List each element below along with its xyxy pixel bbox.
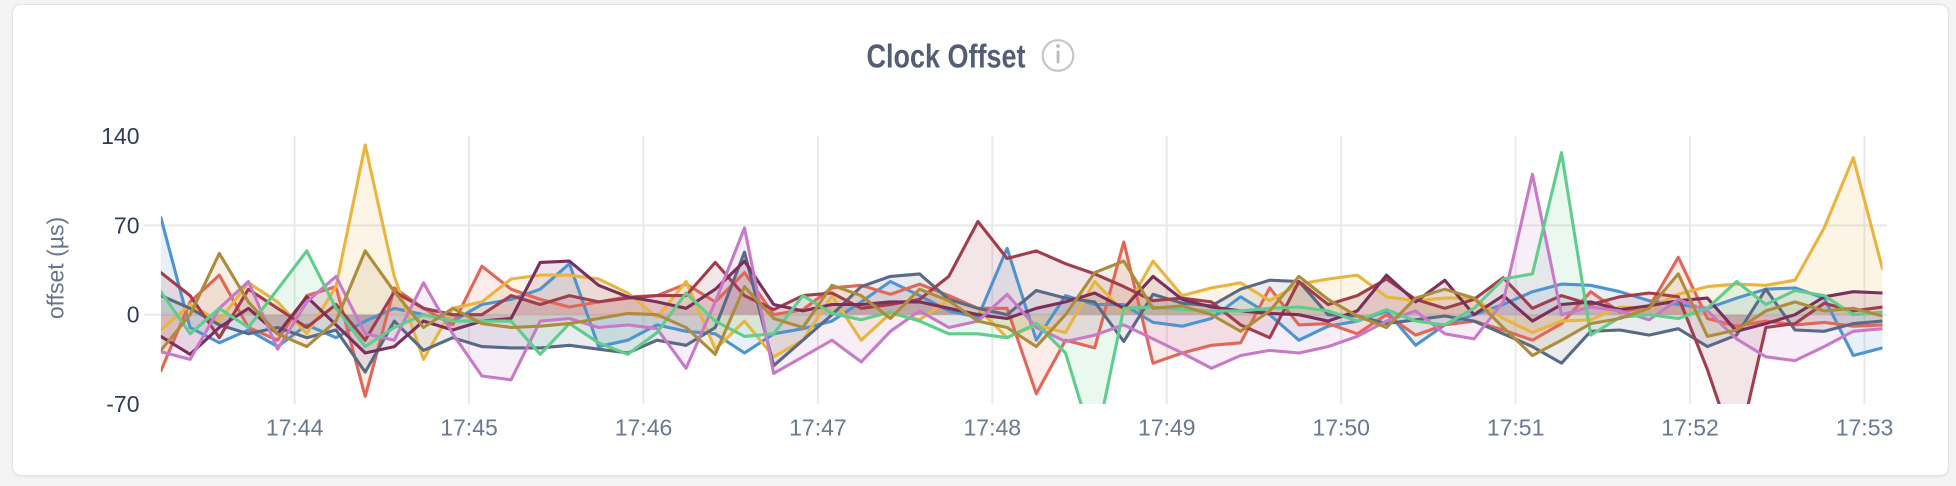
svg-text:140: 140: [101, 123, 139, 149]
svg-text:17:44: 17:44: [266, 415, 324, 441]
svg-text:17:47: 17:47: [789, 415, 847, 441]
svg-text:17:50: 17:50: [1312, 415, 1370, 441]
svg-text:0: 0: [127, 302, 140, 328]
svg-text:Clock Offset: Clock Offset: [867, 38, 1026, 76]
svg-text:17:48: 17:48: [964, 415, 1022, 441]
svg-text:17:52: 17:52: [1661, 415, 1719, 441]
svg-text:17:51: 17:51: [1487, 415, 1545, 441]
svg-text:17:53: 17:53: [1836, 415, 1894, 441]
svg-text:17:49: 17:49: [1138, 415, 1196, 441]
svg-text:70: 70: [114, 212, 140, 238]
svg-text:offset (µs): offset (µs): [43, 217, 69, 319]
svg-text:17:45: 17:45: [440, 415, 498, 441]
svg-text:17:46: 17:46: [615, 415, 673, 441]
svg-text:-70: -70: [106, 391, 139, 417]
